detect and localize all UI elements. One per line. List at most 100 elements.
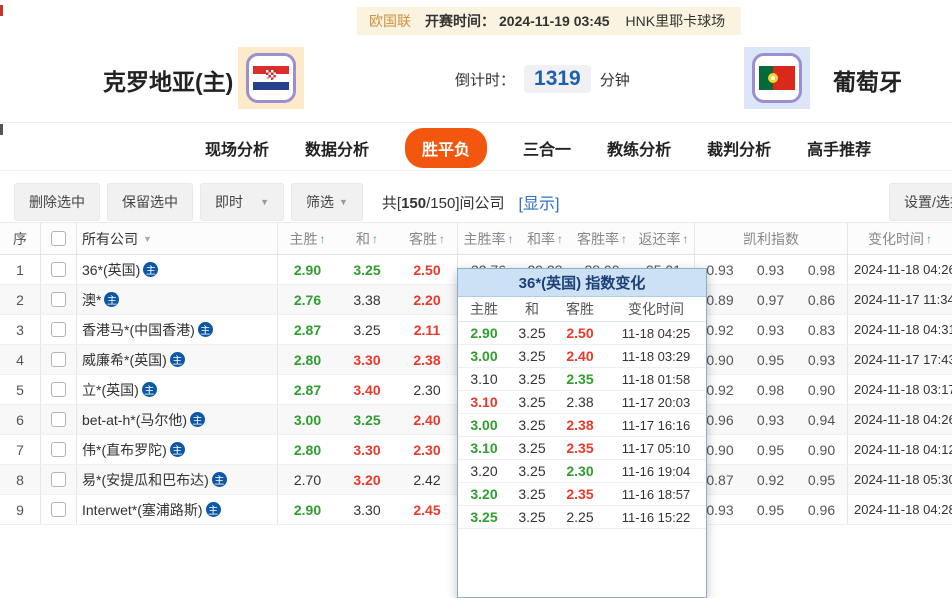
popup-change-time: 11-17 05:10 — [621, 440, 691, 456]
popup-home-odds: 3.20 — [470, 463, 498, 479]
company-main-badge-icon: 主 — [205, 502, 221, 517]
company-cell[interactable]: 立*(英国) 主 — [76, 375, 277, 404]
row-checkbox-cell — [40, 255, 76, 284]
show-link[interactable]: [显示] — [518, 196, 560, 213]
live-dropdown[interactable]: 即时 ▼ — [200, 183, 284, 221]
popup-change-time: 11-16 15:22 — [621, 509, 691, 525]
row-seq: 9 — [16, 501, 24, 518]
away-odds: 2.11 — [413, 321, 441, 338]
tabs-divider — [0, 170, 952, 171]
popup-away-odds: 2.35 — [566, 486, 594, 502]
company-cell[interactable]: 36*(英国) 主 — [76, 255, 277, 284]
sort-up-icon: ↑ — [507, 231, 514, 246]
kickoff-label: 开赛时间： — [425, 13, 495, 29]
company-name: Interwet*(塞浦路斯) — [82, 501, 203, 518]
popup-history-row: 3.00 3.25 2.40 11-18 03:29 — [458, 345, 706, 368]
header-draw-rate[interactable]: 和率 ↑ — [527, 230, 563, 247]
draw-odds: 3.20 — [353, 471, 381, 488]
settings-select-button[interactable]: 设置/选择 — [889, 183, 952, 221]
company-main-badge-icon: 主 — [104, 292, 120, 307]
company-cell[interactable]: 澳* 主 — [76, 285, 277, 314]
tab-现场分析[interactable]: 现场分析 — [205, 142, 270, 159]
sort-up-icon: ↑ — [372, 231, 378, 246]
tab-教练分析[interactable]: 教练分析 — [607, 142, 672, 159]
popup-home-odds: 3.10 — [470, 371, 498, 387]
kelly-3: 0.98 — [807, 261, 836, 278]
company-cell[interactable]: 香港马*(中国香港) 主 — [76, 315, 277, 344]
row-checkbox[interactable] — [51, 472, 66, 487]
popup-history-row: 3.10 3.25 2.35 11-17 05:10 — [458, 437, 706, 460]
header-change-time[interactable]: 变化时间 ↑ — [847, 223, 952, 254]
header-home-odds[interactable]: 主胜 ↑ — [277, 223, 337, 254]
away-odds: 2.42 — [413, 471, 441, 488]
chevron-down-icon: ▼ — [339, 197, 348, 207]
draw-odds: 3.38 — [353, 291, 381, 308]
popup-away-odds: 2.38 — [566, 417, 594, 433]
row-checkbox-cell — [40, 315, 76, 344]
row-checkbox[interactable] — [51, 292, 66, 307]
row-checkbox[interactable] — [51, 322, 66, 337]
popup-draw-odds: 3.25 — [518, 371, 546, 387]
company-name: 36*(英国) — [82, 261, 141, 278]
row-checkbox[interactable] — [51, 442, 66, 457]
table-toolbar: 删除选中 保留选中 即时 ▼ 筛选 ▼ 共[150/150]间公司 [显示] — [14, 183, 559, 221]
popup-change-time: 11-18 03:29 — [621, 348, 691, 364]
sort-up-icon: ↑ — [621, 231, 627, 246]
portugal-flag-icon — [752, 53, 802, 103]
popup-home-odds: 3.00 — [470, 348, 498, 364]
popup-draw-odds: 3.25 — [518, 463, 546, 479]
tab-高手推荐[interactable]: 高手推荐 — [807, 142, 872, 159]
popup-draw-odds: 3.25 — [518, 394, 546, 410]
delete-selected-button[interactable]: 删除选中 — [14, 183, 100, 221]
home-team-name: 克罗地亚(主) — [103, 69, 234, 95]
popup-header-draw: 和 — [525, 301, 539, 317]
change-time: 2024-11-18 04:28 — [847, 495, 952, 524]
home-odds: 2.76 — [277, 285, 337, 314]
header-away-rate[interactable]: 客胜率 ↑ — [577, 230, 627, 247]
company-cell[interactable]: Interwet*(塞浦路斯) 主 — [76, 495, 277, 524]
header-return-rate[interactable]: 返还率 ↑ — [638, 230, 689, 247]
header-away-odds[interactable]: 客胜 ↑ — [409, 230, 445, 247]
popup-away-odds: 2.35 — [566, 371, 594, 387]
company-cell[interactable]: bet-at-h*(马尔他) 主 — [76, 405, 277, 434]
row-checkbox[interactable] — [51, 382, 66, 397]
tab-数据分析[interactable]: 数据分析 — [305, 142, 370, 159]
venue: HNK里耶卡球场 — [625, 13, 726, 29]
company-cell[interactable]: 伟*(直布罗陀) 主 — [76, 435, 277, 464]
row-checkbox[interactable] — [51, 262, 66, 277]
company-name: 立*(英国) — [82, 381, 139, 398]
sort-up-icon: ↑ — [439, 231, 445, 246]
row-checkbox[interactable] — [51, 352, 66, 367]
tab-胜平负[interactable]: 胜平负 — [405, 128, 488, 168]
row-checkbox-cell — [40, 435, 76, 464]
popup-away-odds: 2.40 — [566, 348, 594, 364]
header-company[interactable]: 所有公司 ▼ — [76, 223, 277, 254]
popup-header-time: 变化时间 — [628, 301, 684, 317]
kelly-3: 0.94 — [807, 411, 836, 428]
live-dropdown-value: 即时 — [215, 194, 243, 210]
home-odds: 2.90 — [277, 495, 337, 524]
kelly-3: 0.83 — [807, 321, 836, 338]
draw-odds: 3.25 — [353, 321, 381, 338]
league-badge: 欧国联 — [369, 13, 411, 29]
company-cell[interactable]: 威廉希*(英国) 主 — [76, 345, 277, 374]
popup-home-odds: 3.20 — [470, 486, 498, 502]
row-checkbox[interactable] — [51, 412, 66, 427]
select-all-checkbox[interactable] — [51, 231, 66, 246]
tab-三合一[interactable]: 三合一 — [523, 142, 572, 159]
header-draw-odds[interactable]: 和 ↑ — [356, 230, 378, 247]
popup-change-time: 11-18 04:25 — [621, 325, 691, 341]
company-main-badge-icon: 主 — [190, 412, 206, 427]
kelly-2: 0.92 — [756, 471, 785, 488]
sort-up-icon: ↑ — [682, 231, 689, 246]
header-home-rate[interactable]: 主胜率 ↑ — [457, 223, 519, 254]
draw-odds: 3.30 — [353, 351, 381, 368]
row-checkbox[interactable] — [51, 502, 66, 517]
company-cell[interactable]: 易*(安提瓜和巴布达) 主 — [76, 465, 277, 494]
tab-裁判分析[interactable]: 裁判分析 — [707, 142, 772, 159]
filter-dropdown[interactable]: 筛选 ▼ — [291, 183, 363, 221]
change-time: 2024-11-17 17:43 — [847, 345, 952, 374]
keep-selected-button[interactable]: 保留选中 — [107, 183, 193, 221]
popup-change-time: 11-16 18:57 — [621, 486, 691, 502]
kelly-3: 0.86 — [807, 291, 836, 308]
